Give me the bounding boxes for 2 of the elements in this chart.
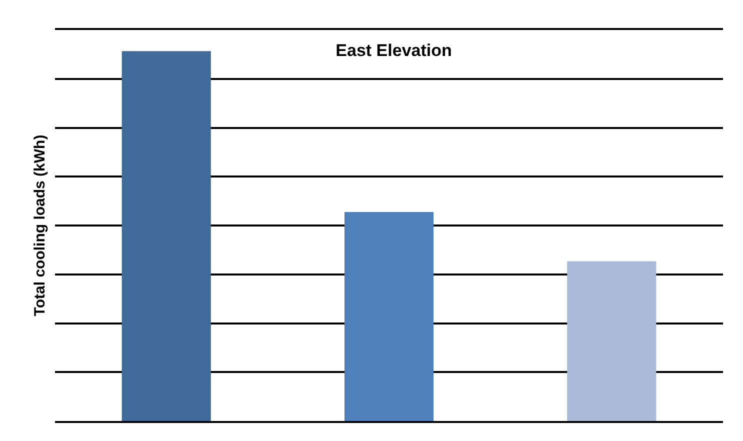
chart-title: East Elevation (336, 41, 452, 60)
y-axis-title: Total cooling loads (kWh) (31, 134, 48, 316)
